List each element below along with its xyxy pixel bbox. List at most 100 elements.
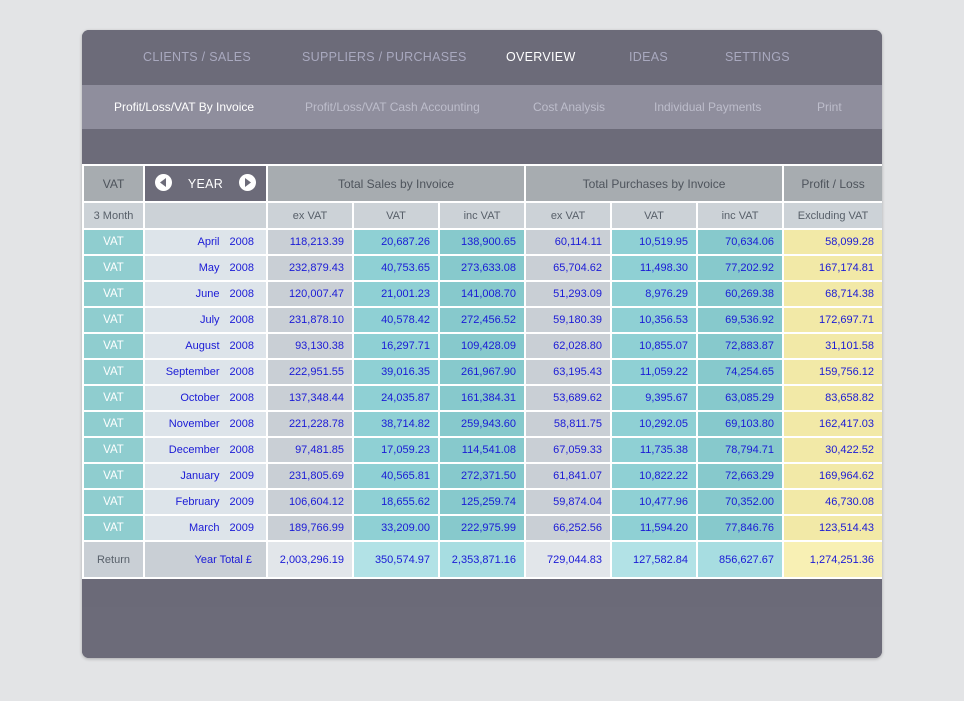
sales-ex-vat-cell: 222,951.55 [266,358,354,386]
year-label: YEAR [187,176,224,191]
sales-vat-cell: 40,578.42 [352,306,440,334]
subnav-profit-loss-by-invoice[interactable]: Profit/Loss/VAT By Invoice [114,100,255,114]
month-cell: July 2008 [143,306,268,334]
sales-ex-vat-cell: 231,878.10 [266,306,354,334]
month-year: 2009 [229,470,254,482]
sales-ex-vat-cell: 137,348.44 [266,384,354,412]
purchases-ex-vat-cell: 66,252.56 [524,514,613,542]
vat-return-link[interactable]: VAT [82,384,145,412]
subnav-cash-accounting[interactable]: Profit/Loss/VAT Cash Accounting [305,100,480,114]
month-cell: June 2008 [143,280,268,308]
purchases-vat-cell: 11,059.22 [610,358,699,386]
month-year: 2008 [229,314,254,326]
nav-overview[interactable]: OVERVIEW [506,50,576,64]
purchases-inc-vat-cell: 77,846.76 [696,514,785,542]
vat-return-link[interactable]: VAT [82,488,145,516]
blank-subheader [143,201,268,230]
next-year-arrow-icon[interactable] [239,174,256,191]
table-row: VAT October 2008 137,348.44 24,035.87 161,384… [82,384,882,412]
vat-return-link[interactable]: VAT [82,410,145,438]
vat-return-link[interactable]: VAT [82,254,145,282]
sales-ex-vat-subheader: ex VAT [266,201,354,230]
year-total-row: Return Year Total £2,003,296.19 350,574.97… [82,540,882,579]
month-name: July [199,314,220,326]
sales-ex-vat-cell: 189,766.99 [266,514,354,542]
sales-vat-cell: 33,209.00 [352,514,440,542]
nav-settings[interactable]: SETTINGS [725,50,790,64]
vat-return-link[interactable]: VAT [82,436,145,464]
sales-vat-cell: 40,753.65 [352,254,440,282]
sales-vat-cell: 20,687.26 [352,228,440,256]
sales-vat-cell: 18,655.62 [352,488,440,516]
month-cell: September 2008 [143,358,268,386]
vat-return-link[interactable]: VAT [82,358,145,386]
month-name: May [198,262,220,274]
purchases-vat-cell: 10,822.22 [610,462,699,490]
purchases-inc-vat-cell: 60,269.38 [696,280,785,308]
sales-vat-subheader: VAT [352,201,440,230]
vat-return-link[interactable]: VAT [82,462,145,490]
purchases-ex-vat-cell: 67,059.33 [524,436,613,464]
subnav-print[interactable]: Print [817,100,842,114]
vat-return-link[interactable]: VAT [82,280,145,308]
month-name: February [175,496,220,508]
nav-suppliers-purchases[interactable]: SUPPLIERS / PURCHASES [302,50,467,64]
purchases-inc-vat-cell: 70,634.06 [696,228,785,256]
sales-inc-vat-cell: 161,384.31 [437,384,527,412]
month-name: January [180,470,220,482]
month-name: November [168,418,220,430]
purchases-inc-vat-cell: 69,536.92 [696,306,785,334]
month-year: 2009 [229,496,254,508]
purchases-ex-vat-cell: 62,028.80 [524,332,613,360]
toolbar-spacer [82,129,882,164]
vat-return-link[interactable]: VAT [82,514,145,542]
table-row: VAT May 2008 232,879.43 40,753.65 273,633.08 6… [82,254,882,282]
overview-panel: CLIENTS / SALES SUPPLIERS / PURCHASES OV… [82,30,882,658]
header-row: VAT YEAR Total Sales by Invoice Total Pu… [82,164,882,203]
purchases-ex-vat-cell: 58,811.75 [524,410,613,438]
purchases-vat-cell: 8,976.29 [610,280,699,308]
profit-excluding-vat-cell: 58,099.28 [782,228,882,256]
vat-return-link[interactable]: VAT [82,332,145,360]
profit-excluding-vat-cell: 162,417.03 [782,410,882,438]
table-row: VAT June 2008 120,007.47 21,001.23 141,008.70… [82,280,882,308]
total-purchases-vat: 127,582.84 [610,540,699,579]
sales-ex-vat-cell: 118,213.39 [266,228,354,256]
subnav-individual-payments[interactable]: Individual Payments [654,100,762,114]
vat-return-link[interactable]: VAT [82,306,145,334]
sales-ex-vat-cell: 221,228.78 [266,410,354,438]
sales-inc-vat-cell: 272,371.50 [437,462,527,490]
vat-header: VAT [82,164,145,203]
purchases-vat-cell: 11,735.38 [610,436,699,464]
subnav-cost-analysis[interactable]: Cost Analysis [533,100,606,114]
month-name: April [197,236,220,248]
purchases-inc-vat-subheader: inc VAT [696,201,785,230]
month-year: 2008 [229,444,254,456]
total-sales-header: Total Sales by Invoice [265,164,527,203]
vat-return-link[interactable]: VAT [82,228,145,256]
table-row: VAT February 2009 106,604.12 18,655.62 125,25… [82,488,882,516]
subheader-row: 3 Month ex VAT VAT inc VAT ex VAT VAT in… [82,201,882,230]
purchases-inc-vat-cell: 77,202.92 [696,254,785,282]
month-year: 2008 [229,418,254,430]
purchases-vat-subheader: VAT [610,201,699,230]
total-sales-ex-vat: 2,003,296.19 [266,540,354,579]
sales-inc-vat-cell: 222,975.99 [437,514,527,542]
vat-overview-table: VAT YEAR Total Sales by Invoice Total Pu… [82,164,882,579]
sales-inc-vat-cell: 138,900.65 [437,228,527,256]
previous-year-arrow-icon[interactable] [155,174,172,191]
profit-excluding-vat-cell: 123,514.43 [782,514,882,542]
purchases-ex-vat-cell: 53,689.62 [524,384,613,412]
purchases-ex-vat-cell: 61,841.07 [524,462,613,490]
year-total-label: Year Total £ [143,540,268,579]
sales-vat-cell: 24,035.87 [352,384,440,412]
table-row: VAT August 2008 93,130.38 16,297.71 109,428.0… [82,332,882,360]
sales-ex-vat-cell: 231,805.69 [266,462,354,490]
return-label: Return [82,540,145,579]
sales-ex-vat-cell: 232,879.43 [266,254,354,282]
month-name: March [188,522,220,534]
nav-ideas[interactable]: IDEAS [629,50,669,64]
nav-clients-sales[interactable]: CLIENTS / SALES [143,50,252,64]
sales-inc-vat-cell: 114,541.08 [437,436,527,464]
purchases-inc-vat-cell: 63,085.29 [696,384,785,412]
